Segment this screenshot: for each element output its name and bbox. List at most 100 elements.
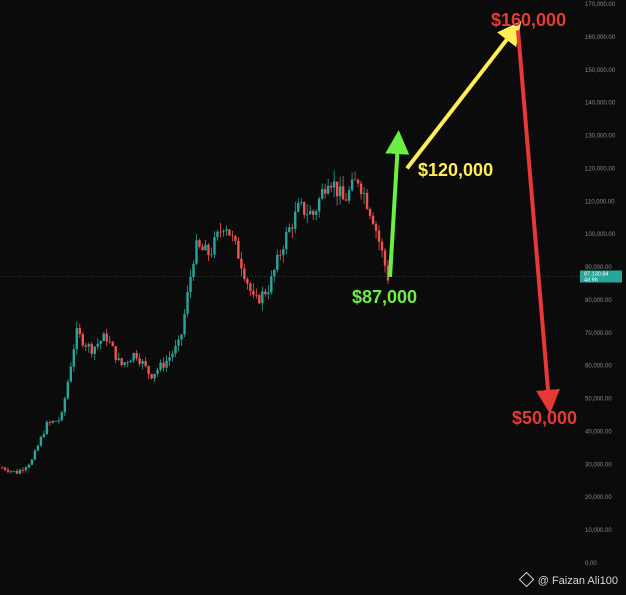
candle-body: [186, 292, 189, 314]
candle-body: [138, 358, 141, 364]
annotation-120000: $120,000: [418, 160, 493, 180]
candle-body: [183, 313, 186, 335]
candle-body: [252, 290, 255, 295]
candle-body: [225, 229, 228, 231]
binance-logo-icon: [518, 571, 535, 588]
candle-body: [3, 467, 7, 470]
candle-body: [54, 421, 58, 422]
candle-body: [371, 215, 375, 225]
candle-body: [344, 199, 348, 201]
candle-body: [198, 240, 201, 247]
candle-body: [374, 224, 378, 231]
candle-body: [63, 398, 67, 413]
candle-body: [303, 202, 306, 215]
candle-body: [120, 358, 123, 365]
candle-body: [153, 373, 156, 379]
candle-body: [201, 246, 204, 251]
candle-body: [359, 183, 363, 194]
candle-body: [338, 186, 342, 197]
y-tick-label: 70,000.00: [585, 331, 612, 337]
annotation-160000: $160,000: [491, 10, 566, 30]
y-tick-label: 50,000.00: [585, 397, 612, 403]
candle-body: [380, 241, 384, 251]
projection-arrow-down-red: [516, 30, 560, 414]
candle-body: [48, 422, 52, 423]
candle-body: [368, 208, 372, 216]
candle-body: [147, 365, 150, 375]
candle-body: [105, 333, 108, 342]
candle-body: [111, 341, 114, 347]
candle-body: [87, 344, 90, 347]
candlesticks: [0, 170, 390, 475]
y-tick-label: 110,000.00: [585, 199, 615, 205]
projection-arrows: [385, 20, 560, 414]
candle-body: [210, 254, 213, 256]
candle-body: [99, 341, 102, 344]
candle-body: [228, 229, 231, 236]
candle-body: [12, 470, 16, 472]
candle-body: [332, 181, 336, 188]
annotation-50000: $50,000: [512, 408, 577, 428]
candle-body: [129, 360, 132, 363]
candle-body: [0, 467, 4, 469]
candle-body: [219, 231, 222, 233]
candle-body: [51, 421, 55, 423]
candle-body: [30, 459, 34, 465]
candle-body: [329, 185, 333, 188]
candle-body: [261, 291, 264, 304]
candle-body: [273, 269, 276, 277]
y-tick-label: 40,000.00: [585, 429, 612, 435]
candle-body: [60, 412, 64, 421]
candle-body: [365, 192, 369, 209]
y-tick-label: 0.00: [585, 561, 597, 567]
candle-body: [45, 422, 49, 435]
candle-body: [240, 258, 243, 269]
candle-body: [311, 210, 315, 215]
y-tick-label: 20,000.00: [585, 495, 612, 501]
candle-body: [231, 235, 234, 237]
candle-body: [294, 211, 297, 229]
candle-body: [117, 358, 120, 360]
candle-body: [141, 361, 144, 364]
candle-body: [36, 445, 40, 451]
y-tick-label: 160,000.00: [585, 35, 616, 41]
candle-body: [81, 333, 84, 346]
candle-body: [237, 240, 240, 259]
candle-body: [347, 190, 351, 201]
candle-body: [177, 339, 180, 346]
candle-body: [317, 198, 321, 212]
candle-body: [15, 470, 19, 474]
candle-body: [135, 352, 138, 359]
candle-body: [96, 343, 99, 347]
y-tick-label: 120,000.00: [585, 166, 616, 172]
candle-body: [288, 227, 291, 232]
candle-body: [33, 450, 37, 460]
projection-arrow-up-yellow: [405, 20, 522, 170]
y-tick-label: 90,000.00: [585, 265, 612, 271]
candle-body: [246, 279, 249, 284]
candle-body: [162, 362, 165, 368]
candle-body: [114, 346, 117, 360]
candle-body: [383, 250, 387, 266]
candle-body: [285, 231, 288, 250]
candle-body: [6, 469, 10, 472]
candle-body: [78, 328, 81, 334]
candle-body: [84, 345, 87, 347]
candle-body: [75, 328, 79, 350]
candle-body: [171, 353, 174, 358]
candle-body: [255, 294, 258, 296]
candle-body: [42, 434, 46, 437]
candle-body: [222, 230, 225, 232]
candle-body: [180, 334, 183, 340]
candle-body: [323, 189, 327, 194]
candle-body: [213, 237, 216, 255]
candle-body: [270, 276, 273, 293]
svg-text:4d 9h: 4d 9h: [584, 277, 598, 283]
candle-body: [174, 345, 177, 354]
candle-body: [9, 471, 13, 472]
candle-body: [189, 276, 192, 293]
candle-body: [243, 268, 246, 280]
candle-body: [192, 263, 195, 277]
candle-body: [18, 469, 22, 474]
